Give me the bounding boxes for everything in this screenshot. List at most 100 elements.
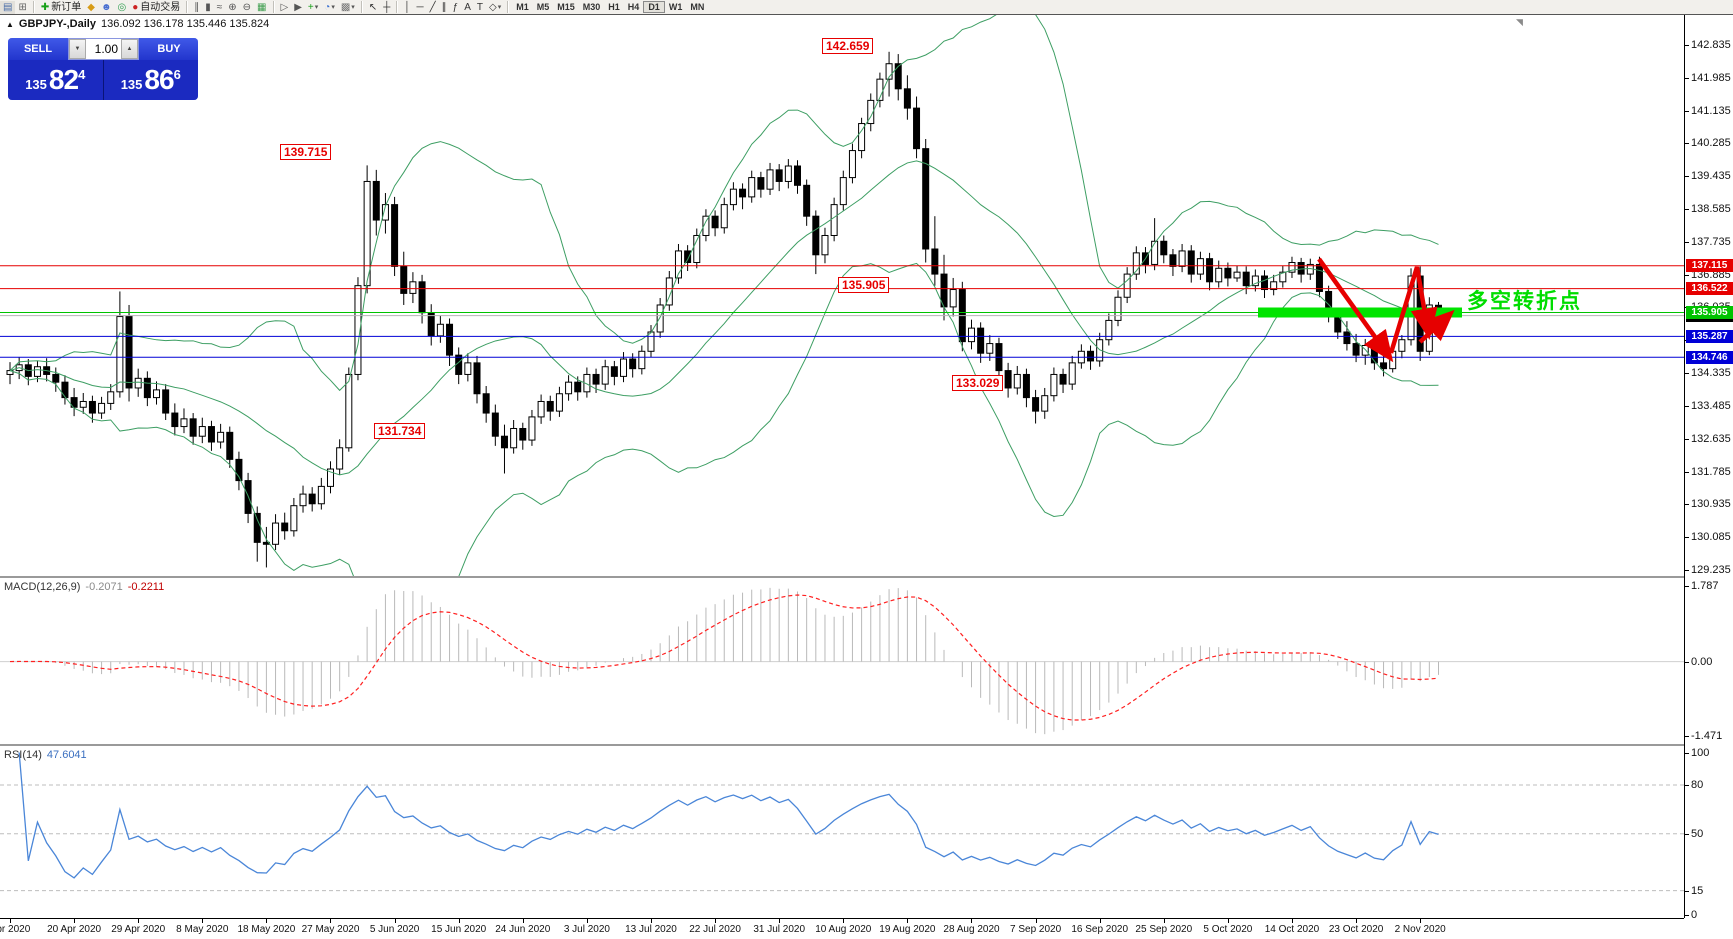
main-chart-canvas[interactable] [0, 15, 1684, 576]
candle [436, 323, 444, 337]
candle [345, 373, 353, 449]
candle [1087, 350, 1095, 362]
candle [1050, 373, 1058, 397]
rsi-axis-label: 0 [1691, 909, 1698, 921]
volume-input[interactable] [86, 39, 121, 59]
shapes-icon[interactable]: ◇ ▾ [489, 1, 502, 13]
candle [235, 458, 243, 482]
candle [839, 177, 847, 206]
text-icon[interactable]: A [464, 1, 471, 13]
candle [1187, 250, 1195, 275]
candle [784, 165, 792, 182]
candle [647, 331, 655, 352]
add-indicator-icon[interactable]: + ▾ [307, 1, 319, 13]
candle [70, 397, 78, 408]
date-axis-label: 16 Sep 2020 [1071, 924, 1129, 935]
candlestick-chart-icon[interactable]: ▮ [205, 1, 211, 13]
price-tag: 135.287 [1686, 329, 1733, 343]
candle [336, 447, 344, 470]
timeframe-button-m30[interactable]: M30 [582, 2, 601, 12]
new-order-button[interactable]: ✚ 新订单 [40, 1, 82, 13]
fibonacci-icon[interactable]: ƒ [452, 1, 459, 13]
line-chart-icon[interactable]: ≈ [216, 1, 223, 13]
candle [601, 366, 609, 385]
date-tick [330, 919, 332, 923]
date-axis-label: 31 Jul 2020 [753, 924, 806, 935]
axis-tick [1685, 77, 1689, 79]
sell-button[interactable]: SELL [8, 38, 68, 60]
price-tag: 134.746 [1686, 350, 1733, 364]
volume-decrease-button[interactable]: ▼ [69, 39, 86, 59]
strategy-tester-icon[interactable]: ▶ [294, 1, 302, 13]
horizontal-line-icon[interactable]: ─ [416, 1, 424, 13]
axis-tick [1685, 110, 1689, 112]
signal-icon[interactable]: ◎ [117, 1, 127, 13]
panel-splitter[interactable] [0, 744, 1733, 747]
chart-preview-icon[interactable]: ⊞ [18, 1, 27, 13]
candle [1151, 240, 1159, 265]
chart-style-icon[interactable]: ◆ [87, 1, 95, 13]
profile-icon[interactable]: ☻ [100, 1, 112, 13]
macd-panel-canvas[interactable] [0, 578, 1684, 744]
timeframe-button-h4[interactable]: H4 [627, 2, 640, 12]
timeframe-button-h1[interactable]: H1 [608, 2, 620, 12]
bar-chart-icon[interactable]: ∥ [194, 1, 200, 13]
templates-icon[interactable]: ▩ ▾ [340, 1, 355, 13]
date-scale[interactable]: Apr 2020 20 Apr 2020 29 Apr 2020 8 May 2020… [0, 918, 1684, 939]
candlesticks [6, 51, 1442, 568]
candle [308, 493, 316, 505]
text-label-icon[interactable]: T [476, 1, 483, 13]
price-callout-object[interactable]: 133.029 [952, 375, 1004, 391]
autotrading-button[interactable]: ● 自动交易 [132, 1, 181, 13]
zoom-in-icon[interactable]: ⊕ [228, 1, 237, 13]
candle [1380, 362, 1388, 370]
price-callout-object[interactable]: 142.659 [822, 38, 874, 54]
panel-splitter[interactable] [0, 576, 1733, 579]
price-callout-object[interactable]: 135.905 [838, 277, 890, 293]
chart-shift-marker-icon[interactable]: ◥ [1516, 17, 1523, 27]
date-axis-label: 8 May 2020 [176, 924, 229, 935]
rsi-axis-label: 50 [1691, 827, 1704, 840]
crosshair-icon[interactable]: ┼ [383, 1, 391, 13]
vertical-line-icon[interactable]: │ [404, 1, 411, 13]
timeframe-button-d1[interactable]: D1 [643, 1, 665, 13]
channel-icon[interactable]: ∥ [441, 1, 447, 13]
trendline-icon[interactable]: ╱ [429, 1, 436, 13]
rsi-axis-label: 15 [1691, 884, 1704, 897]
buy-button[interactable]: BUY [139, 38, 198, 60]
periods-icon[interactable]: ◔ ▾ [324, 1, 335, 13]
price-callout-object[interactable]: 139.715 [280, 144, 332, 160]
buy-price-prefix: 135 [120, 76, 143, 92]
macd-axis-label: 0.00 [1691, 655, 1713, 668]
candle [574, 381, 582, 393]
price-callout-object[interactable]: 131.734 [374, 423, 426, 439]
symbol-marker-icon: ▲ [6, 19, 14, 29]
chinese-note-object[interactable]: 多空转折点 [1467, 290, 1582, 313]
cursor-icon[interactable]: ↖ [368, 1, 378, 13]
axis-tick [1685, 143, 1689, 145]
date-tick [779, 919, 781, 923]
timeframe-button-m5[interactable]: M5 [536, 2, 550, 12]
date-axis-label: 23 Oct 2020 [1328, 924, 1384, 935]
price-scale[interactable]: 142.835 141.985 141.135 140.285 139.435 138.5… [1684, 15, 1733, 921]
navigator-icon[interactable]: ▷ [280, 1, 289, 13]
date-tick [74, 919, 76, 923]
timeframe-button-w1[interactable]: W1 [668, 2, 683, 12]
candle [931, 248, 939, 275]
rsi-panel-canvas[interactable] [0, 746, 1684, 918]
tile-windows-icon[interactable]: ▦ [257, 1, 267, 13]
candle [528, 416, 536, 441]
axis-tick [1685, 736, 1689, 737]
macd-title-text: MACD(12,26,9) [4, 581, 81, 593]
candle [98, 402, 106, 414]
timeframe-button-mn[interactable]: MN [690, 2, 705, 12]
candle [1032, 397, 1040, 412]
timeframe-button-m15[interactable]: M15 [557, 2, 575, 12]
candle [491, 412, 499, 437]
new-chart-icon[interactable]: ▤ [0, 0, 16, 14]
buy-price[interactable]: 135 86 6 [103, 60, 198, 100]
zoom-out-icon[interactable]: ⊖ [242, 1, 252, 13]
sell-price[interactable]: 135 82 4 [8, 60, 104, 100]
volume-increase-button[interactable]: ▲ [121, 39, 138, 59]
timeframe-button-m1[interactable]: M1 [516, 2, 529, 12]
